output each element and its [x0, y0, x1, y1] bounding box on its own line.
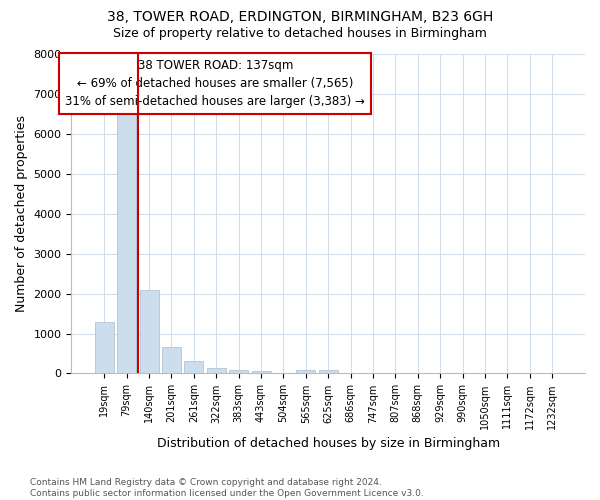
Y-axis label: Number of detached properties: Number of detached properties — [15, 115, 28, 312]
Bar — [207, 368, 226, 374]
Text: Size of property relative to detached houses in Birmingham: Size of property relative to detached ho… — [113, 28, 487, 40]
X-axis label: Distribution of detached houses by size in Birmingham: Distribution of detached houses by size … — [157, 437, 500, 450]
Bar — [117, 110, 136, 374]
Bar — [95, 322, 114, 374]
Bar — [140, 290, 158, 374]
Text: 38, TOWER ROAD, ERDINGTON, BIRMINGHAM, B23 6GH: 38, TOWER ROAD, ERDINGTON, BIRMINGHAM, B… — [107, 10, 493, 24]
Bar — [162, 348, 181, 374]
Bar — [229, 370, 248, 374]
Bar — [319, 370, 338, 374]
Text: 38 TOWER ROAD: 137sqm
← 69% of detached houses are smaller (7,565)
31% of semi-d: 38 TOWER ROAD: 137sqm ← 69% of detached … — [65, 59, 365, 108]
Bar — [184, 362, 203, 374]
Bar — [296, 370, 316, 374]
Text: Contains HM Land Registry data © Crown copyright and database right 2024.
Contai: Contains HM Land Registry data © Crown c… — [30, 478, 424, 498]
Bar — [251, 372, 271, 374]
